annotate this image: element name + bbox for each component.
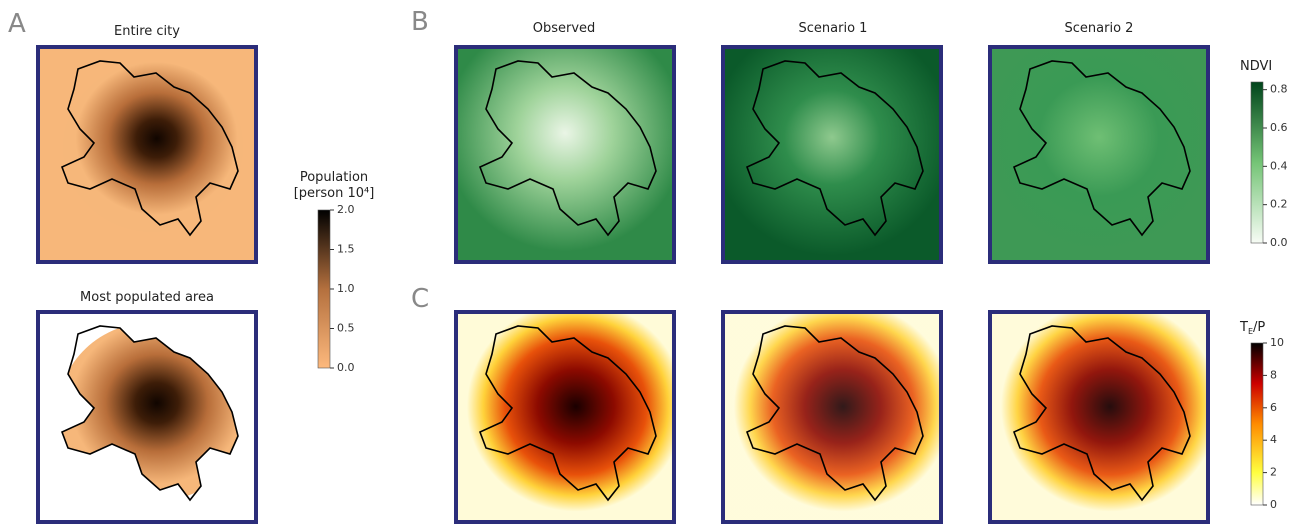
map-title: Scenario 1 [799,21,868,36]
map [38,312,256,522]
panel-letter: C [411,284,429,314]
tick-label: 6 [1270,401,1277,414]
colorbar-label: TE/P [1239,320,1265,336]
map [990,47,1208,262]
tick-label: 4 [1270,433,1277,446]
map [723,312,941,522]
tick-label: 1.5 [337,243,355,256]
tick-label: 2 [1270,466,1277,479]
colorbar [1251,82,1263,243]
map-title: Scenario 2 [1065,21,1134,36]
colorbar-label: [person 10⁴] [294,186,375,201]
tick-label: 0.5 [337,322,355,335]
tick-label: 2.0 [337,203,355,216]
colorbar [1251,343,1263,505]
colorbar-label: NDVI [1240,59,1272,74]
figure: A B C Entire city Most populated area Ob… [0,0,1296,526]
tick-label: 0.0 [1270,236,1288,249]
tick-label: 8 [1270,368,1277,381]
tick-label: 1.0 [337,282,355,295]
panel-letter: B [411,7,429,37]
map-title: Observed [533,21,596,36]
panel-letter: A [8,9,26,39]
map [456,47,674,262]
colorbar [318,210,330,368]
map-title: Most populated area [80,290,214,305]
tick-label: 0 [1270,498,1277,511]
colorbar-label: Population [300,170,368,185]
map [990,312,1208,522]
tick-label: 0.0 [337,361,355,374]
map [38,47,256,262]
tick-label: 0.8 [1270,83,1288,96]
map [723,47,941,262]
tick-label: 0.6 [1270,121,1288,134]
tick-label: 10 [1270,336,1284,349]
tick-label: 0.4 [1270,159,1288,172]
map-title: Entire city [114,24,180,39]
tick-label: 0.2 [1270,198,1288,211]
map [456,312,674,522]
